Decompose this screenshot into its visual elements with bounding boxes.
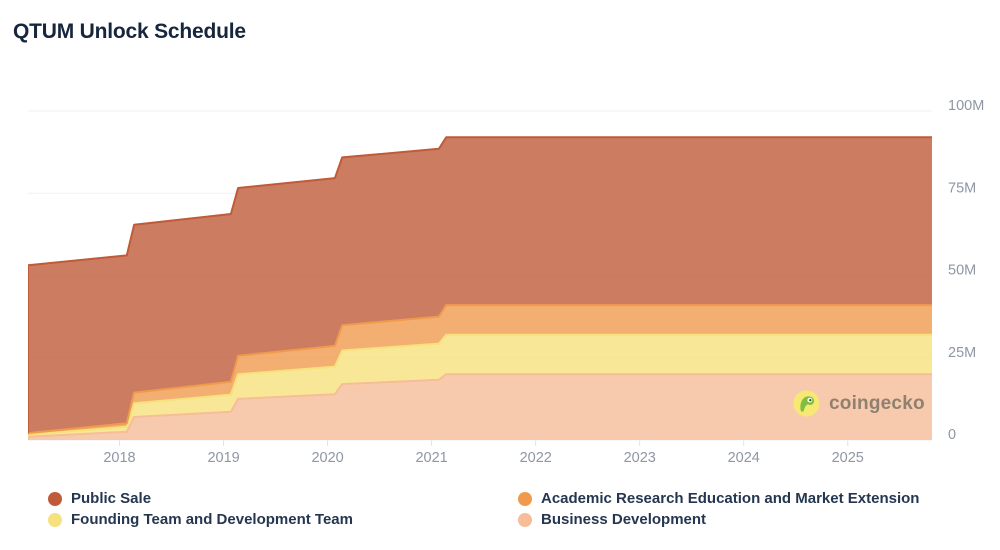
legend-item-academic-research[interactable]: Academic Research Education and Market E… xyxy=(518,488,919,509)
legend-dot-business-development xyxy=(518,512,532,527)
page-title: QTUM Unlock Schedule xyxy=(13,20,246,43)
legend-label-founding-team: Founding Team and Development Team xyxy=(71,511,353,528)
area-public-sale[interactable] xyxy=(28,137,932,434)
legend-item-business-development[interactable]: Business Development xyxy=(518,509,919,530)
legend-label-public-sale: Public Sale xyxy=(71,490,152,507)
x-tick-label-2025: 2025 xyxy=(832,450,864,466)
outline-business-development xyxy=(28,373,932,440)
chart-legend: Public Sale Academic Research Education … xyxy=(48,488,919,530)
y-tick-label-100M: 100M xyxy=(948,98,984,114)
legend-dot-academic-research xyxy=(518,491,532,506)
x-tick-label-2020: 2020 xyxy=(311,450,343,466)
x-tick-label-2024: 2024 xyxy=(728,450,760,466)
outline-founding-team-and-development-team xyxy=(28,333,932,437)
legend-label-academic-research: Academic Research Education and Market E… xyxy=(541,490,920,507)
legend-item-founding-team[interactable]: Founding Team and Development Team xyxy=(48,509,518,530)
x-tick-label-2022: 2022 xyxy=(520,450,552,466)
legend-label-business-development: Business Development xyxy=(541,511,707,528)
coingecko-watermark: coingecko xyxy=(793,390,925,417)
legend-dot-founding-team xyxy=(48,512,62,527)
x-tick-label-2023: 2023 xyxy=(624,450,656,466)
y-tick-label-25M: 25M xyxy=(948,345,976,361)
outline-academic-research-education-and-market-extension xyxy=(28,304,932,435)
area-founding-team-and-development-team[interactable] xyxy=(28,334,932,437)
x-tick-label-2021: 2021 xyxy=(415,450,447,466)
x-tick-label-2019: 2019 xyxy=(207,450,239,466)
y-tick-label-50M: 50M xyxy=(948,263,976,279)
area-business-development[interactable] xyxy=(28,374,932,440)
x-tick-label-2018: 2018 xyxy=(103,450,135,466)
y-tick-label-0: 0 xyxy=(948,427,956,443)
coingecko-watermark-text: coingecko xyxy=(829,392,925,414)
y-tick-label-75M: 75M xyxy=(948,180,976,196)
legend-dot-public-sale xyxy=(48,491,62,506)
area-academic-research-education-and-market-extension[interactable] xyxy=(28,305,932,435)
legend-item-public-sale[interactable]: Public Sale xyxy=(48,488,518,509)
coingecko-gecko-icon xyxy=(793,390,820,417)
outline-public-sale xyxy=(28,136,932,434)
